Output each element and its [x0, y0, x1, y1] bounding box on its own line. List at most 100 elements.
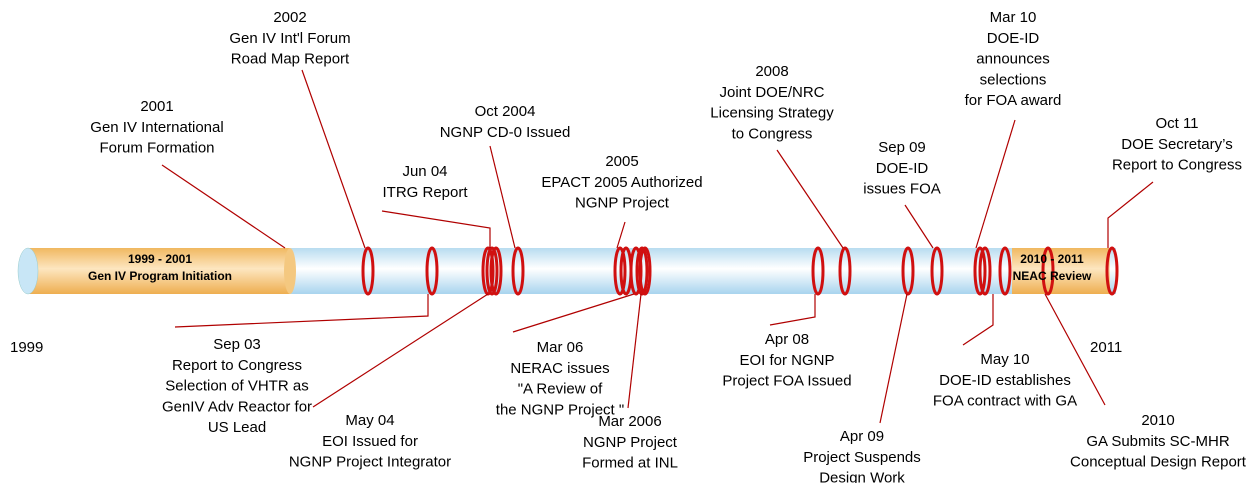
leader-line [489, 145, 516, 249]
event-label: GA Submits SC-MHR [1086, 433, 1230, 450]
event-label: EOI for NGNP [739, 352, 834, 369]
ring [635, 246, 649, 296]
event-label: announces [976, 51, 1049, 68]
ring [930, 246, 944, 296]
event-label: Apr 08 [765, 331, 809, 348]
period-end [284, 248, 296, 294]
ring [613, 246, 627, 296]
event-label: 2005 [605, 153, 638, 170]
event-label: 2008 [755, 63, 788, 80]
leader-line [776, 149, 844, 249]
ring [998, 246, 1012, 296]
event-label: Project FOA Issued [722, 373, 851, 390]
event-label: 2001 [140, 98, 173, 115]
end-label: 2011 [1090, 339, 1122, 356]
event-label: Conceptual Design Report [1070, 454, 1247, 471]
event-label: DOE-ID establishes [939, 372, 1071, 389]
event-label: to Congress [732, 125, 813, 142]
start-label: 1999 [10, 339, 43, 356]
leader-line [616, 221, 626, 249]
event-label: issues FOA [863, 181, 941, 198]
cylinder-end [17, 247, 39, 295]
event-label: for FOA award [965, 92, 1062, 109]
ring [489, 246, 503, 296]
ring [638, 246, 652, 296]
event-label: Road Map Report [231, 51, 350, 68]
event-label: Sep 09 [878, 139, 926, 156]
leader-line [975, 119, 1016, 249]
event-label: NGNP Project [575, 195, 670, 212]
labels: 1999 - 2001 Gen IV Program Initiation 2010… [88, 9, 1247, 483]
event-label: NGNP Project Integrator [289, 454, 451, 471]
event-label: DOE-ID [876, 160, 929, 177]
period-bar [28, 248, 290, 294]
period-bar [1012, 248, 1110, 294]
period-label: 1999 - 2001 [128, 252, 192, 266]
ring [1105, 246, 1119, 296]
event-label: Forum Formation [99, 140, 214, 157]
ring [485, 246, 499, 296]
leader-line [904, 204, 934, 249]
event-label: 2010 [1141, 412, 1174, 429]
event-label: Oct 11 [1155, 115, 1198, 132]
leader-line [312, 293, 489, 408]
event-label: NGNP CD-0 Issued [440, 124, 571, 141]
event-label: EPACT 2005 Authorized [541, 174, 702, 191]
ring [811, 246, 825, 296]
event-label: the NGNP Project " [496, 401, 624, 418]
ring [511, 246, 525, 296]
leader-line [161, 164, 286, 249]
period-label: Gen IV Program Initiation [88, 269, 232, 283]
event-label: Report to Congress [172, 357, 302, 374]
leader-line [627, 293, 642, 409]
event-label: Oct 2004 [475, 103, 536, 120]
ring [1041, 246, 1055, 296]
ring [361, 246, 375, 296]
event-label: Licensing Strategy [710, 105, 834, 122]
event-label: Formed at INL [582, 455, 678, 472]
leader-line [962, 294, 994, 346]
leader-line [879, 293, 908, 424]
event-label: Apr 09 [840, 428, 884, 445]
event-label: NGNP Project [583, 434, 678, 451]
event-label: DOE Secretary’s [1121, 136, 1232, 153]
ring [838, 246, 852, 296]
period-label: 2010 - 2011 [1020, 252, 1084, 266]
ring [901, 246, 915, 296]
event-label: Sep 03 [213, 336, 261, 353]
event-label: Project Suspends [803, 449, 921, 466]
leader-line [381, 210, 491, 248]
event-label: Report to Congress [1112, 157, 1242, 174]
event-label: NERAC issues [510, 360, 609, 377]
event-label: ITRG Report [382, 184, 468, 201]
event-label: 2002 [273, 9, 306, 26]
event-label: Gen IV Int'l Forum [229, 30, 350, 47]
event-label: Mar 2006 [598, 413, 661, 430]
ring [425, 246, 439, 296]
event-label: Mar 10 [990, 9, 1037, 26]
ring [973, 246, 987, 296]
event-label: Gen IV International [90, 119, 223, 136]
period-label: NEAC Review [1013, 269, 1092, 283]
event-label: May 10 [980, 351, 1029, 368]
event-label: Selection of VHTR as [165, 378, 308, 395]
event-label: Design Work [819, 470, 905, 483]
leader-line [1107, 181, 1154, 248]
leader-line [512, 293, 635, 333]
leader-line [769, 294, 816, 326]
event-label: EOI Issued for [322, 433, 418, 450]
ring [978, 246, 992, 296]
event-label: FOA contract with GA [933, 393, 1077, 410]
event-label: May 04 [345, 412, 394, 429]
leader-line [301, 69, 366, 249]
event-label: DOE-ID [987, 30, 1040, 47]
event-label: Mar 06 [537, 339, 584, 356]
leader-line [1044, 293, 1106, 406]
leader-line [174, 294, 429, 328]
event-label: US Lead [208, 419, 266, 436]
event-label: Jun 04 [402, 163, 447, 180]
event-label: Joint DOE/NRC [719, 84, 824, 101]
event-label: selections [980, 71, 1047, 88]
event-label: GenIV Adv Reactor for [162, 398, 312, 415]
